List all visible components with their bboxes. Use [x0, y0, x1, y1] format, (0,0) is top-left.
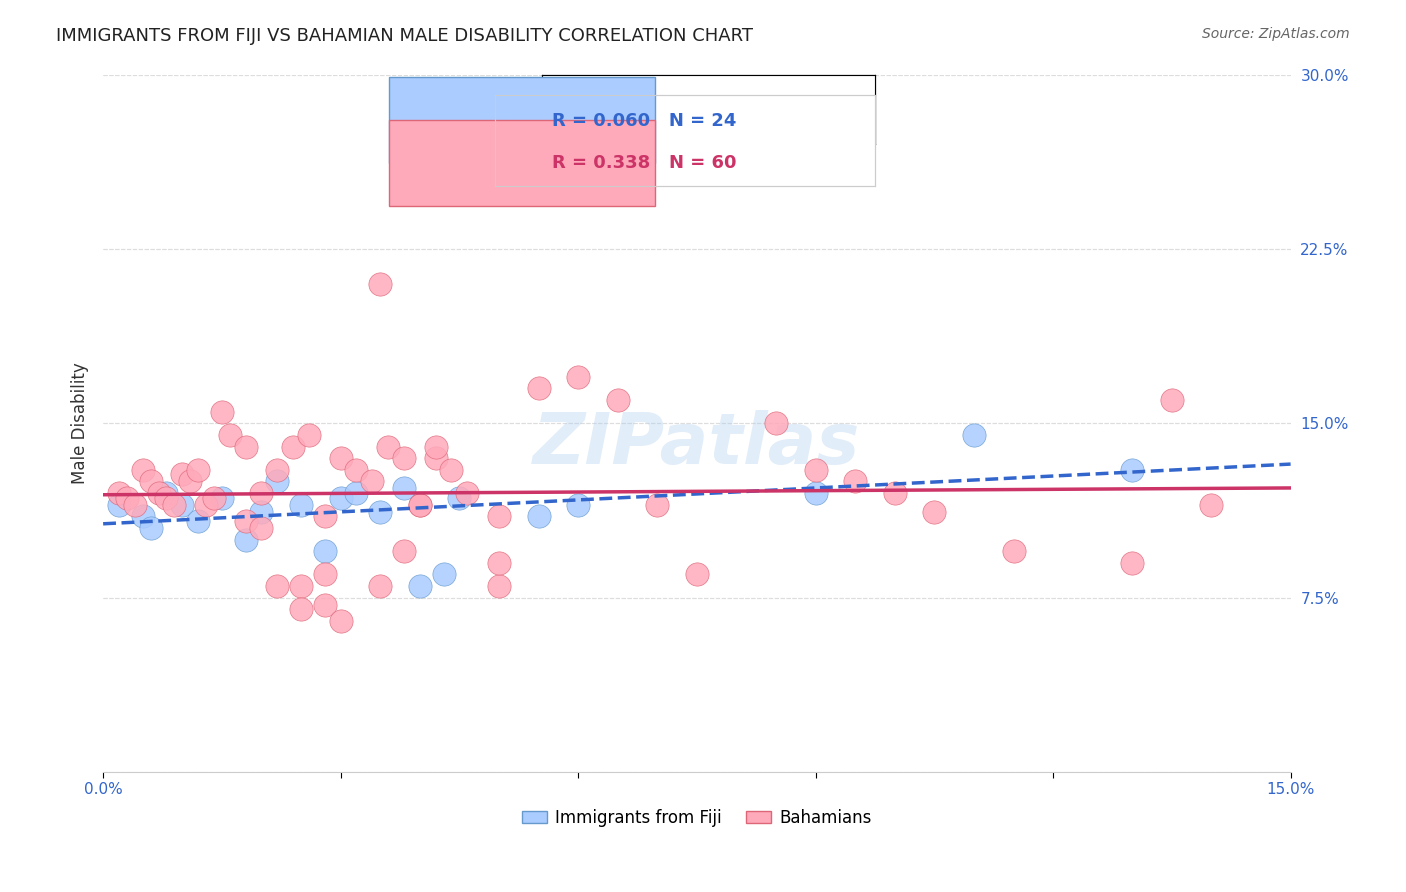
- Immigrants from Fiji: [368, 505, 391, 519]
- Text: IMMIGRANTS FROM FIJI VS BAHAMIAN MALE DISABILITY CORRELATION CHART: IMMIGRANTS FROM FIJI VS BAHAMIAN MALE DI…: [56, 27, 754, 45]
- Bahamians: [368, 579, 391, 593]
- Bahamians: [211, 405, 233, 419]
- Immigrants from Fiji: [432, 567, 454, 582]
- Text: ZIPatlas: ZIPatlas: [533, 409, 860, 479]
- Bahamians: [488, 579, 510, 593]
- Immigrants from Fiji: [329, 491, 352, 505]
- Bahamians: [1002, 544, 1025, 558]
- Bahamians: [844, 475, 866, 489]
- Bahamians: [124, 498, 146, 512]
- Bahamians: [148, 486, 170, 500]
- Bahamians: [290, 579, 312, 593]
- Immigrants from Fiji: [290, 498, 312, 512]
- Bahamians: [686, 567, 709, 582]
- Bahamians: [409, 498, 432, 512]
- Bahamians: [314, 598, 336, 612]
- Bahamians: [195, 498, 218, 512]
- Bahamians: [425, 451, 447, 466]
- Bahamians: [488, 556, 510, 570]
- Bahamians: [361, 475, 384, 489]
- Bahamians: [425, 440, 447, 454]
- Immigrants from Fiji: [449, 491, 471, 505]
- Bahamians: [281, 440, 304, 454]
- Immigrants from Fiji: [235, 533, 257, 547]
- Bahamians: [377, 440, 399, 454]
- Bahamians: [440, 463, 463, 477]
- Bahamians: [804, 463, 827, 477]
- Bahamians: [266, 579, 288, 593]
- Bahamians: [235, 514, 257, 528]
- Immigrants from Fiji: [250, 505, 273, 519]
- Immigrants from Fiji: [211, 491, 233, 505]
- Bahamians: [108, 486, 131, 500]
- Immigrants from Fiji: [567, 498, 589, 512]
- Bahamians: [567, 369, 589, 384]
- Bahamians: [346, 463, 368, 477]
- Bahamians: [172, 467, 194, 482]
- Bahamians: [606, 392, 628, 407]
- Immigrants from Fiji: [314, 544, 336, 558]
- Bahamians: [368, 277, 391, 291]
- Bahamians: [1160, 392, 1182, 407]
- Bahamians: [218, 428, 240, 442]
- Bahamians: [1121, 556, 1143, 570]
- Immigrants from Fiji: [132, 509, 155, 524]
- Immigrants from Fiji: [409, 579, 432, 593]
- Bahamians: [392, 544, 415, 558]
- Bahamians: [266, 463, 288, 477]
- Immigrants from Fiji: [266, 475, 288, 489]
- Bahamians: [202, 491, 225, 505]
- Bahamians: [765, 417, 787, 431]
- Bahamians: [115, 491, 138, 505]
- Legend: Immigrants from Fiji, Bahamians: Immigrants from Fiji, Bahamians: [515, 802, 879, 833]
- Immigrants from Fiji: [392, 482, 415, 496]
- Immigrants from Fiji: [527, 509, 550, 524]
- Bahamians: [139, 475, 162, 489]
- Bahamians: [314, 509, 336, 524]
- Immigrants from Fiji: [346, 486, 368, 500]
- Bahamians: [314, 567, 336, 582]
- Immigrants from Fiji: [108, 498, 131, 512]
- Bahamians: [924, 505, 946, 519]
- Bahamians: [456, 486, 478, 500]
- Immigrants from Fiji: [804, 486, 827, 500]
- Bahamians: [527, 381, 550, 395]
- Bahamians: [645, 498, 668, 512]
- Bahamians: [298, 428, 321, 442]
- Bahamians: [250, 486, 273, 500]
- Text: Source: ZipAtlas.com: Source: ZipAtlas.com: [1202, 27, 1350, 41]
- Bahamians: [290, 602, 312, 616]
- Immigrants from Fiji: [139, 521, 162, 535]
- Bahamians: [235, 440, 257, 454]
- Bahamians: [163, 498, 186, 512]
- Bahamians: [488, 509, 510, 524]
- Y-axis label: Male Disability: Male Disability: [72, 362, 89, 484]
- Bahamians: [250, 521, 273, 535]
- Bahamians: [155, 491, 177, 505]
- Immigrants from Fiji: [172, 498, 194, 512]
- Immigrants from Fiji: [1121, 463, 1143, 477]
- Immigrants from Fiji: [963, 428, 986, 442]
- Bahamians: [329, 614, 352, 628]
- Bahamians: [132, 463, 155, 477]
- Bahamians: [179, 475, 201, 489]
- Bahamians: [883, 486, 905, 500]
- Bahamians: [392, 451, 415, 466]
- Bahamians: [187, 463, 209, 477]
- Immigrants from Fiji: [187, 514, 209, 528]
- Immigrants from Fiji: [155, 486, 177, 500]
- Bahamians: [1201, 498, 1223, 512]
- Bahamians: [409, 498, 432, 512]
- Bahamians: [329, 451, 352, 466]
